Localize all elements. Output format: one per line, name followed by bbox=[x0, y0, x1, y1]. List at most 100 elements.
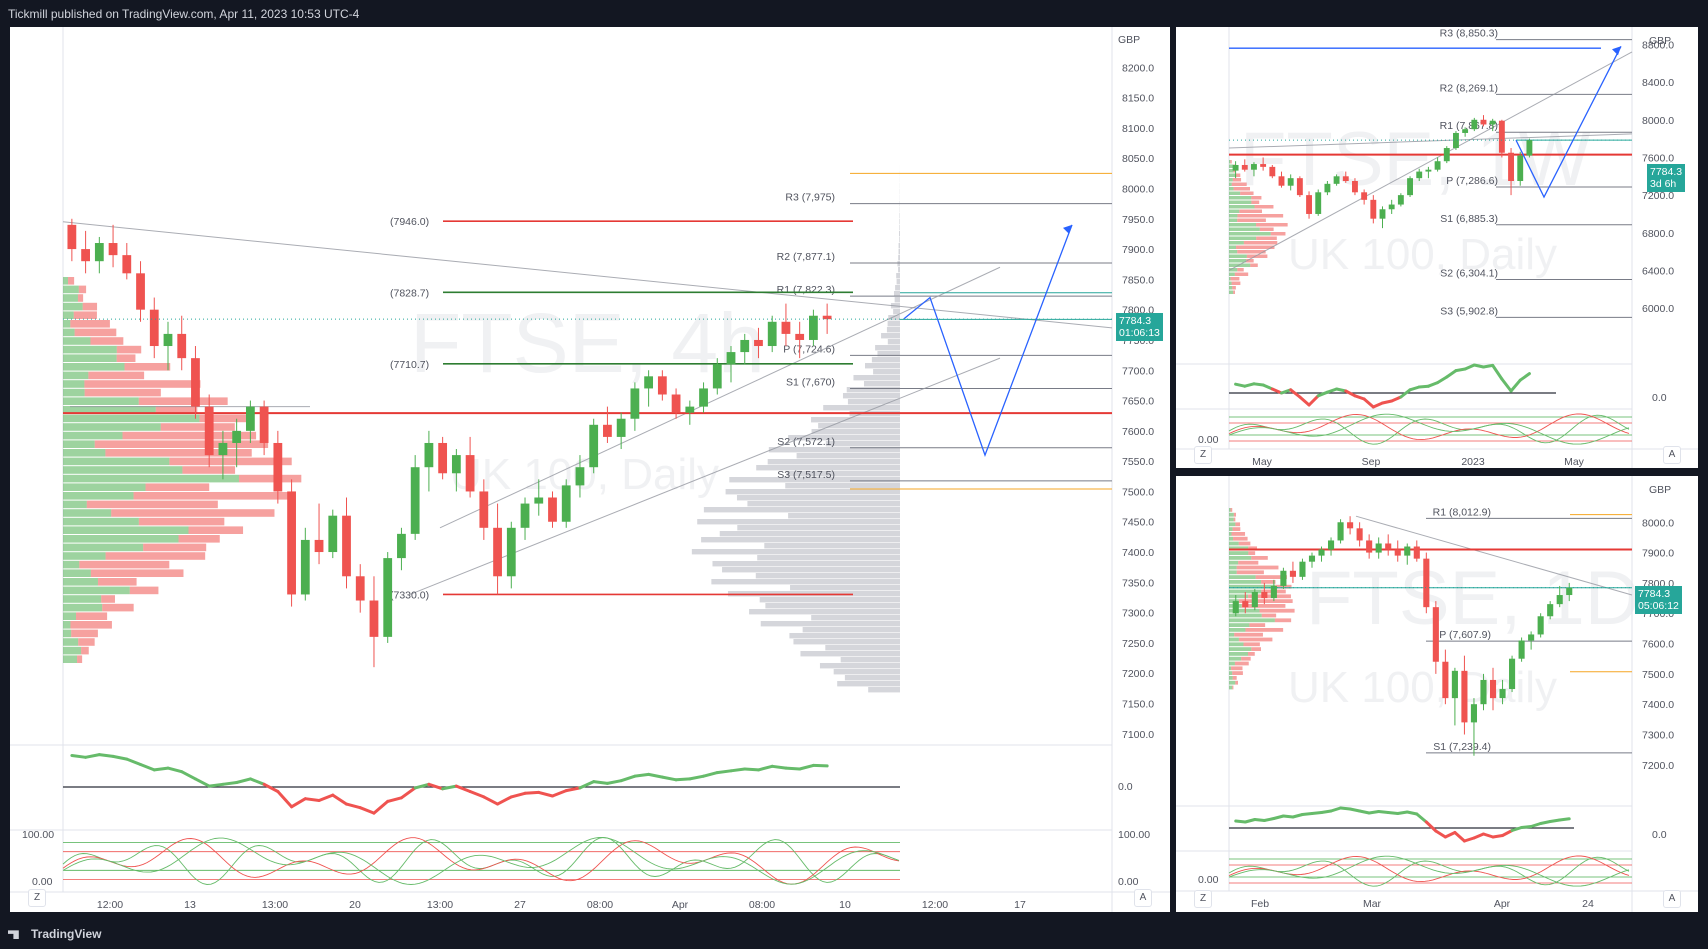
oscillator-1-segment bbox=[647, 772, 664, 779]
oscillator-1-segment bbox=[1462, 836, 1476, 843]
oscillator-1-segment bbox=[1291, 813, 1304, 819]
weekly-chart-svg[interactable]: FTSE, 1W UK 100, Daily 8800.0 8400.0 8000.… bbox=[1176, 27, 1698, 468]
candle-body bbox=[1462, 129, 1469, 133]
y-tick-label: 8050.0 bbox=[1122, 153, 1154, 165]
oscillator-1-segment bbox=[413, 782, 431, 790]
daily-plot-layer: 8000.07900.07800.07700.07600.07500.07400… bbox=[1176, 476, 1698, 912]
volume-profile-bar bbox=[729, 477, 900, 483]
profile-bar-down bbox=[1233, 290, 1235, 294]
candle-body bbox=[493, 527, 502, 577]
main-chart-panel[interactable]: FTSE, 4h UK 100, Daily 8200.0 8150.0 8100.… bbox=[10, 27, 1170, 912]
daily-chart-panel[interactable]: FTSE, 1D UK 100, Daily 8000.0 7900.0 7800.… bbox=[1176, 476, 1698, 912]
candle-body bbox=[1404, 546, 1411, 556]
profile-bar-down bbox=[1238, 599, 1293, 603]
candle-body bbox=[479, 491, 489, 528]
candle-body bbox=[1517, 155, 1524, 181]
oscillator-1-segment bbox=[1367, 810, 1381, 815]
main-chart-svg[interactable]: FTSE, 4h UK 100, Daily 8200.0 8150.0 8100.… bbox=[10, 27, 1170, 912]
weekly-zoom-button[interactable]: Z bbox=[1194, 446, 1212, 464]
profile-bar-down bbox=[1243, 642, 1260, 647]
candle-body bbox=[232, 430, 242, 443]
tradingview-logo[interactable]: TradingView bbox=[8, 927, 101, 941]
main-countdown: 01:06:13 bbox=[1119, 327, 1160, 339]
level-label: (7330.0) bbox=[390, 589, 429, 601]
daily-chart-svg[interactable]: FTSE, 1D UK 100, Daily 8000.07900.07800.… bbox=[1176, 476, 1698, 912]
profile-bar-up bbox=[1229, 575, 1256, 579]
candle-body bbox=[465, 455, 475, 492]
candle-body bbox=[1356, 528, 1363, 541]
oscillator-1-segment bbox=[798, 763, 815, 771]
volume-profile-bar bbox=[790, 585, 900, 591]
oscillator-1-segment bbox=[715, 769, 733, 775]
candle-body bbox=[548, 497, 557, 522]
pivot-label: R2 (7,877.1) bbox=[777, 251, 835, 263]
profile-bar-up bbox=[63, 431, 123, 440]
oscillator-1-segment bbox=[1491, 363, 1504, 381]
projection-path bbox=[903, 224, 1073, 457]
volume-profile-bar bbox=[800, 651, 900, 657]
pivot-label: P (7,286.6) bbox=[1446, 175, 1498, 187]
pivot-label: S1 (7,239.4) bbox=[1433, 741, 1491, 753]
candle-body bbox=[1342, 176, 1349, 181]
profile-bar-down bbox=[1256, 236, 1277, 240]
candle-body bbox=[1508, 152, 1514, 181]
y-tick-label: 7850.0 bbox=[1122, 274, 1154, 286]
daily-zoom-button[interactable]: Z bbox=[1194, 890, 1212, 908]
oscillator-1-segment bbox=[111, 754, 129, 761]
x-tick-label: 12:00 bbox=[97, 899, 123, 911]
candle-body bbox=[300, 539, 310, 595]
oscillator-1-segment bbox=[386, 796, 403, 803]
y-tick-label: 7300.0 bbox=[1122, 608, 1154, 620]
candle-body bbox=[136, 273, 145, 310]
profile-bar-up bbox=[1229, 642, 1244, 647]
main-zoom-button[interactable]: Z bbox=[28, 889, 46, 907]
weekly-chart-panel[interactable]: FTSE, 1W UK 100, Daily 8800.0 8400.0 8000.… bbox=[1176, 27, 1698, 468]
oscillator-1-segment bbox=[1262, 817, 1276, 822]
candle-body bbox=[657, 376, 667, 395]
profile-bar-down bbox=[1251, 556, 1268, 560]
candle-body bbox=[589, 424, 599, 468]
trend-line bbox=[62, 221, 1113, 329]
profile-bar-up bbox=[1229, 517, 1234, 522]
candle-body bbox=[1333, 176, 1340, 184]
oscillator-1-segment bbox=[1310, 811, 1324, 815]
candle-body bbox=[355, 576, 365, 601]
profile-bar-down bbox=[138, 517, 225, 526]
oscillator-1-segment bbox=[317, 793, 335, 802]
candle-body bbox=[1518, 640, 1525, 659]
y-tick-label: 7600.0 bbox=[1642, 152, 1674, 164]
main-osc2-top-label: 100.00 bbox=[1118, 829, 1150, 841]
profile-bar-down bbox=[1233, 169, 1236, 173]
profile-bar-up bbox=[1229, 178, 1233, 182]
oscillator-1-segment bbox=[729, 767, 747, 773]
oscillator-1-segment bbox=[1529, 822, 1543, 828]
oscillator-1-segment bbox=[688, 774, 706, 781]
volume-profile-bar bbox=[789, 633, 900, 639]
y-tick-label: 7300.0 bbox=[1642, 730, 1674, 742]
profile-bar-up bbox=[1229, 556, 1252, 560]
volume-profile-bar bbox=[886, 327, 900, 333]
y-tick-label: 7550.0 bbox=[1122, 456, 1154, 468]
volume-profile-bar bbox=[703, 507, 900, 513]
weekly-auto-scale-button[interactable]: A bbox=[1663, 446, 1681, 464]
pivot-label: S1 (6,885.3) bbox=[1440, 213, 1498, 225]
profile-bar-down bbox=[1232, 685, 1234, 690]
volume-profile-bar bbox=[747, 501, 900, 507]
daily-watermark-symbol: FTSE, 1D bbox=[1306, 556, 1640, 641]
candle-body bbox=[1434, 161, 1441, 170]
oscillator-1-segment bbox=[619, 774, 637, 783]
profile-bar-up bbox=[1229, 214, 1238, 218]
profile-bar-down bbox=[105, 449, 252, 457]
y-tick-label: 8000.0 bbox=[1642, 115, 1674, 127]
main-auto-scale-button[interactable]: A bbox=[1134, 889, 1152, 907]
projection-arrowhead bbox=[1063, 224, 1072, 234]
daily-auto-scale-button[interactable]: A bbox=[1663, 890, 1681, 908]
candle-body bbox=[1489, 120, 1496, 125]
volume-profile-bar bbox=[701, 537, 900, 543]
candle-body bbox=[1306, 195, 1312, 214]
profile-bar-down bbox=[1246, 254, 1268, 258]
candle-body bbox=[712, 364, 722, 389]
candle-body bbox=[1352, 181, 1358, 193]
candle-body bbox=[809, 315, 818, 340]
profile-bar-down bbox=[68, 277, 75, 285]
